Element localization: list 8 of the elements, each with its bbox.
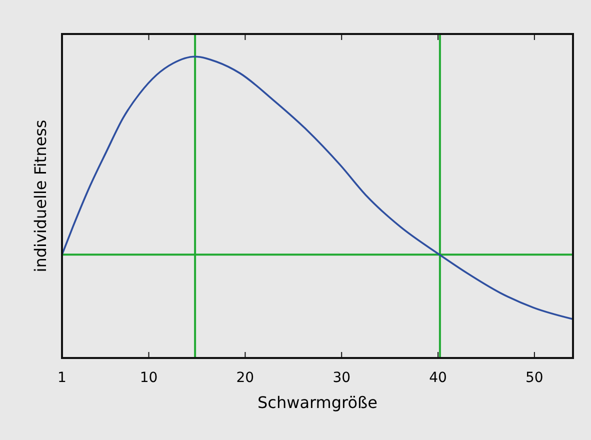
x-tick-label: 30 (332, 370, 351, 386)
x-tick-label: 1 (58, 370, 66, 386)
x-tick-label: 50 (526, 370, 544, 386)
x-axis-title: Schwarmgröße (258, 393, 378, 412)
y-axis-title: individuelle Fitness (31, 120, 50, 272)
x-tick-label: 20 (236, 370, 254, 386)
x-tick-label: 40 (429, 370, 447, 386)
x-tick-label: 10 (140, 370, 158, 386)
